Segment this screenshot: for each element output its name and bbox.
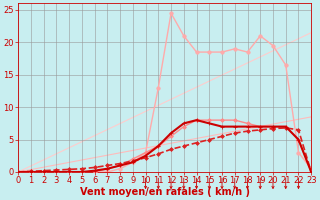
X-axis label: Vent moyen/en rafales ( km/h ): Vent moyen/en rafales ( km/h ) [80, 187, 250, 197]
